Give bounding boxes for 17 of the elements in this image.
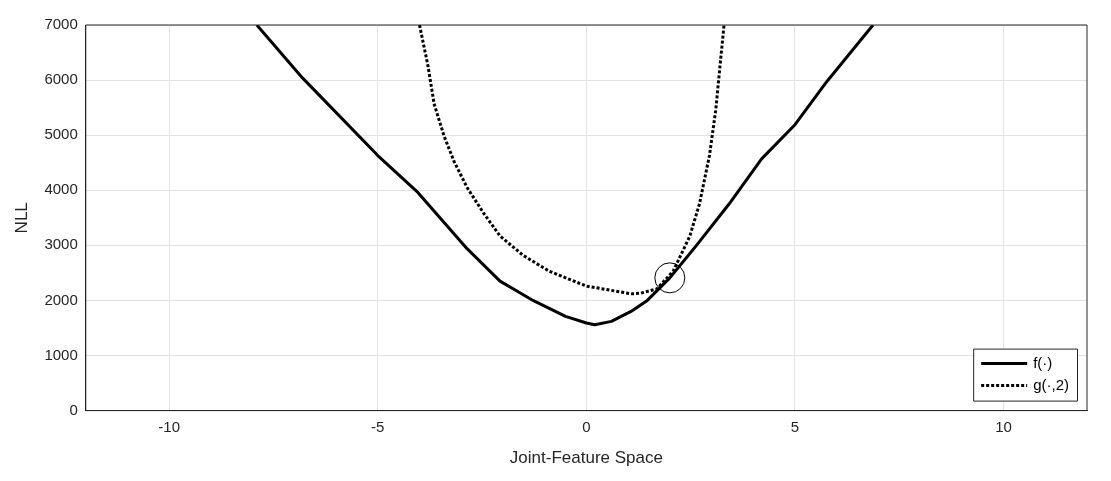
x-tick-label: 10 [995, 417, 1012, 435]
x-axis-title: Joint-Feature Space [509, 448, 663, 468]
x-tick-label: 0 [582, 417, 591, 435]
legend-label: f(·) [1033, 353, 1053, 371]
x-tick-label: -10 [158, 417, 181, 435]
y-tick-label: 2000 [44, 290, 78, 308]
y-tick-label: 0 [69, 400, 78, 418]
y-axis-title: NLL [11, 202, 31, 234]
legend-label: g(·,2) [1033, 375, 1070, 393]
x-tick-label: 5 [790, 417, 800, 435]
y-tick-label: 6000 [44, 70, 78, 88]
x-tick-label: -5 [371, 417, 385, 435]
y-tick-label: 5000 [44, 125, 78, 143]
y-tick-label: 4000 [44, 180, 78, 198]
y-tick-label: 7000 [44, 15, 78, 33]
y-tick-label: 1000 [44, 345, 78, 363]
y-tick-label: 3000 [44, 235, 78, 253]
